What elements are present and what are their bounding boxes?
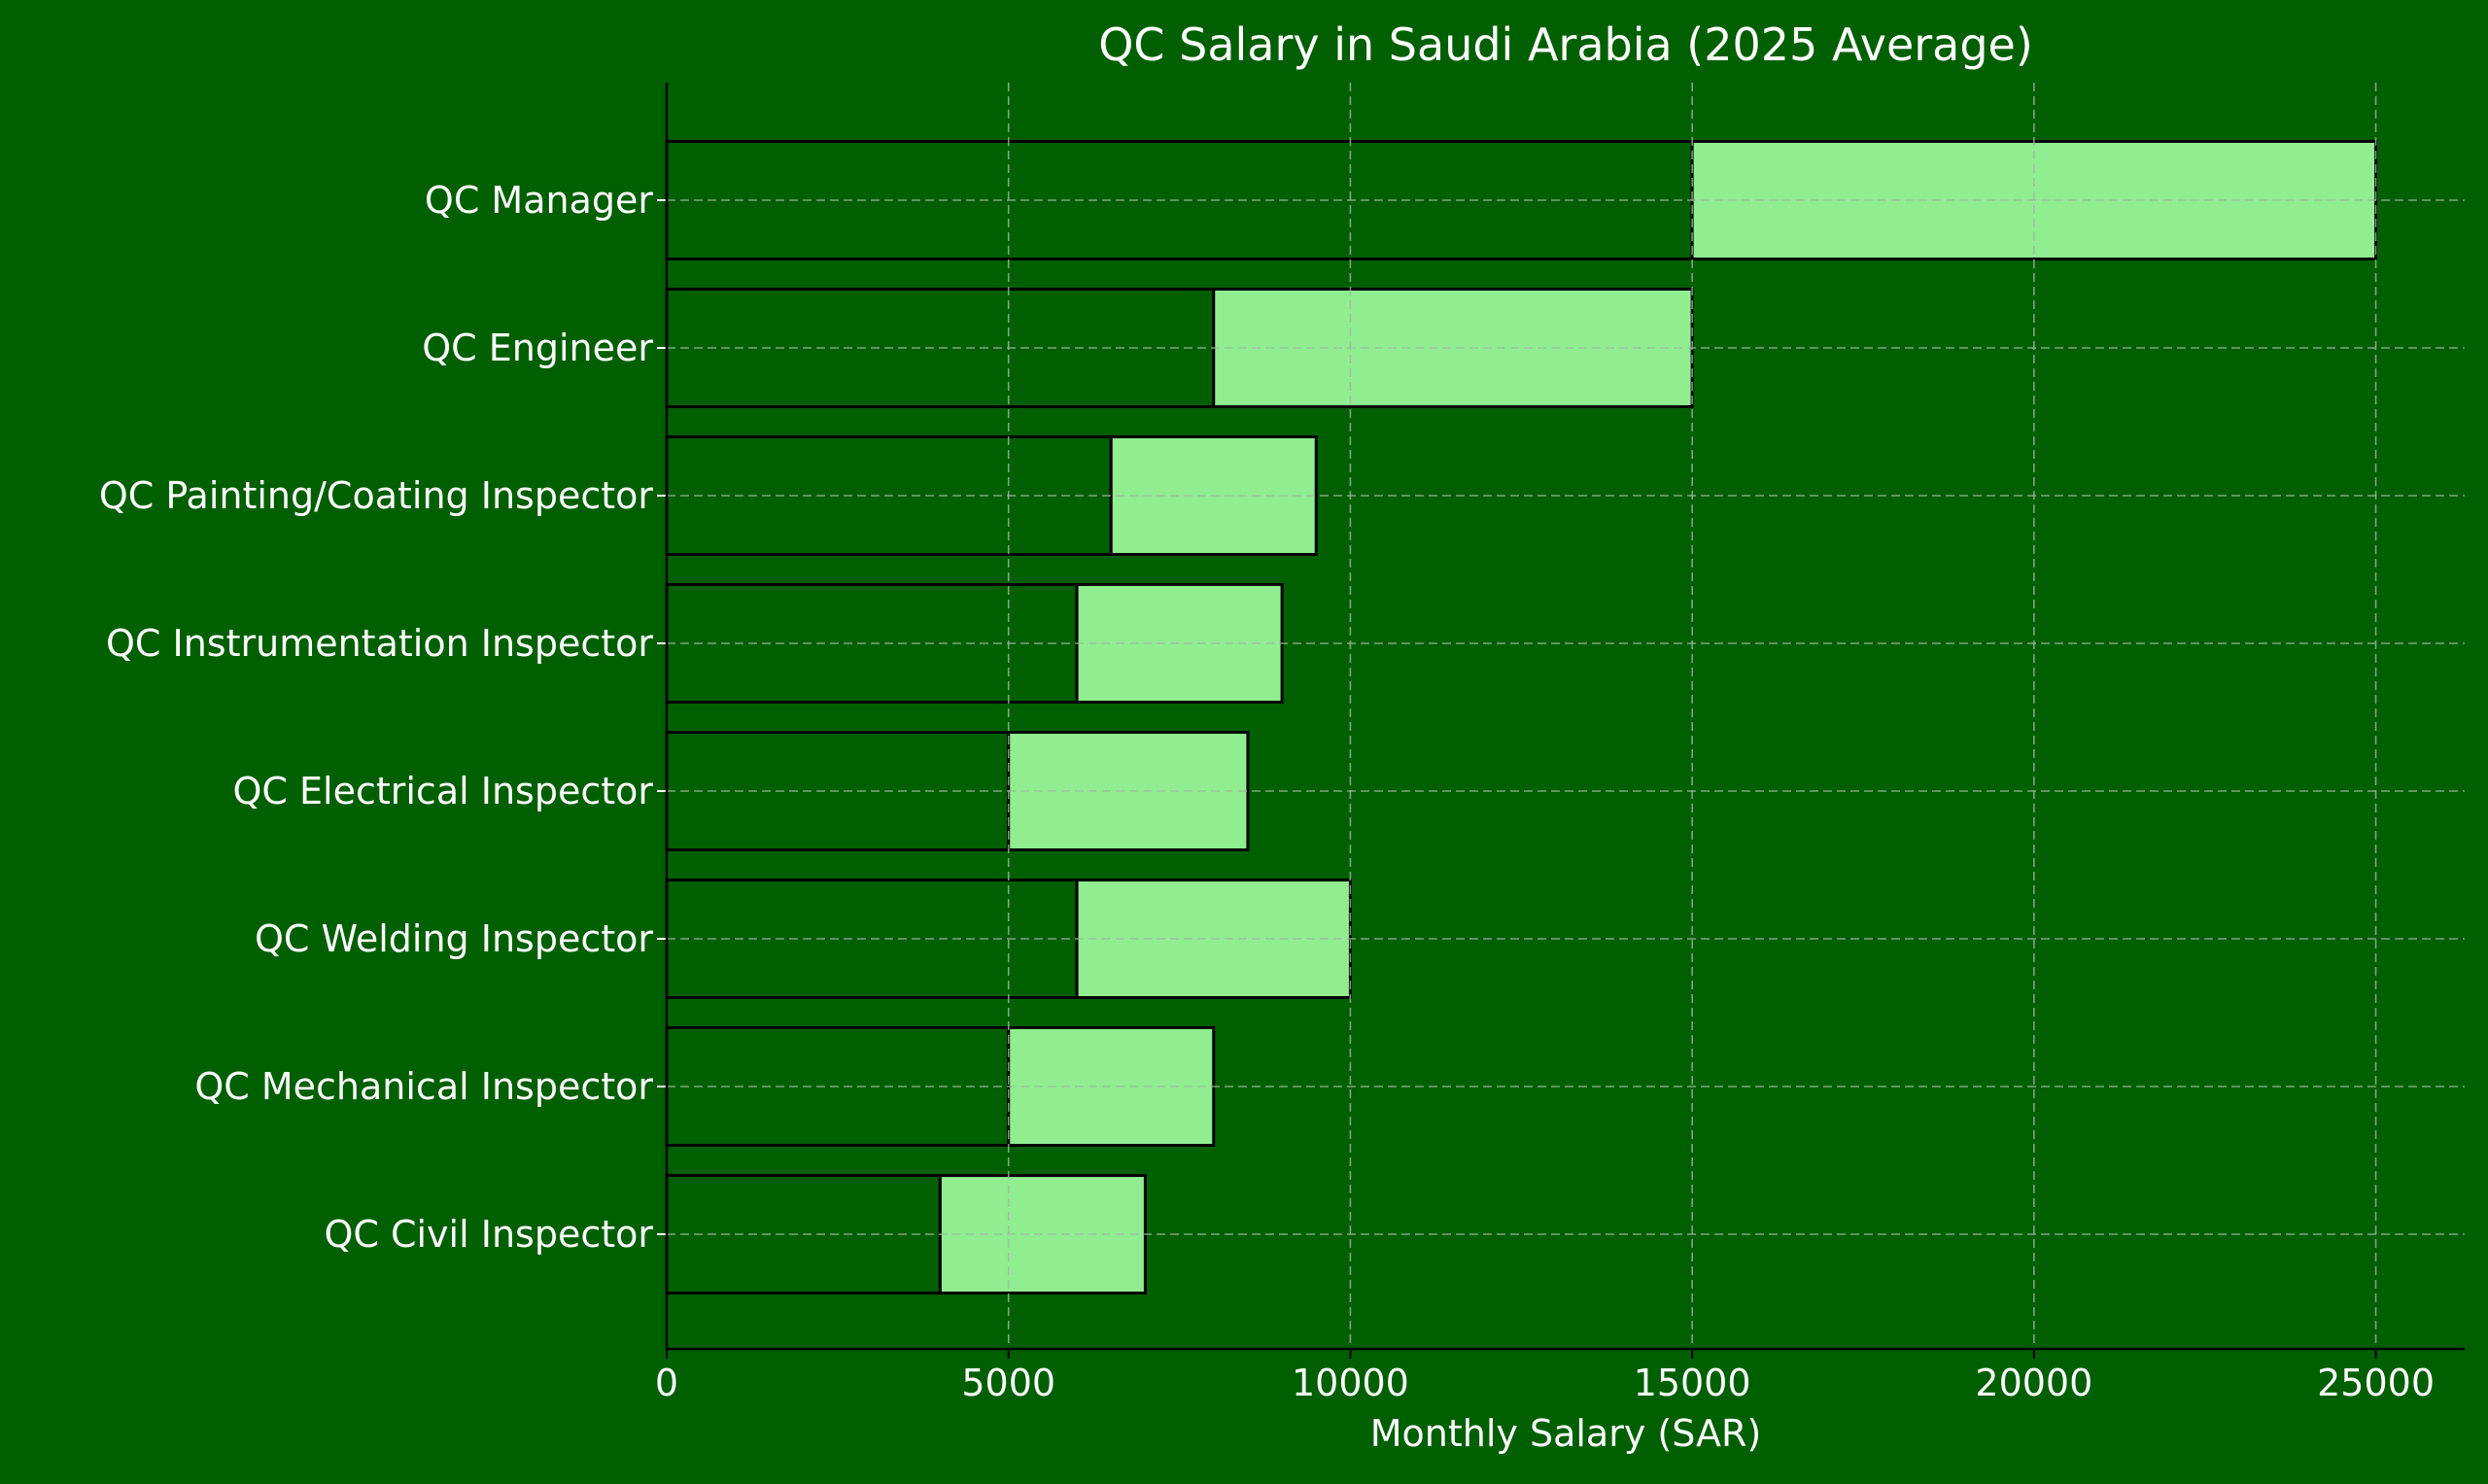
y-tick-label: QC Manager [425,179,653,222]
x-tick-labels: 0 5000 10000 15000 20000 25000 [655,1362,2435,1404]
y-tick-label: QC Painting/Coating Inspector [99,474,654,517]
y-tick-label: QC Civil Inspector [324,1213,653,1256]
x-tick-label: 15000 [1634,1362,1751,1404]
x-axis-label: Monthly Salary (SAR) [1370,1412,1762,1455]
y-tick-labels: QC Manager QC Engineer QC Painting/Coating… [99,179,654,1256]
chart-title: QC Salary in Saudi Arabia (2025 Average) [1098,18,2033,71]
bars [665,140,2378,1294]
axes [657,83,2465,1359]
x-tick-label: 20000 [1975,1362,2092,1404]
y-tick-label: QC Instrumentation Inspector [106,622,653,665]
y-tick-label: QC Engineer [422,327,653,369]
grid-lines [667,83,2465,1349]
y-tick-label: QC Electrical Inspector [232,770,653,812]
y-tick-label: QC Welding Inspector [255,917,653,960]
x-tick-label: 25000 [2317,1362,2435,1404]
x-tick-label: 5000 [961,1362,1055,1404]
y-tick-label: QC Mechanical Inspector [194,1065,653,1108]
x-tick-label: 0 [655,1362,678,1404]
x-tick-label: 10000 [1292,1362,1409,1404]
